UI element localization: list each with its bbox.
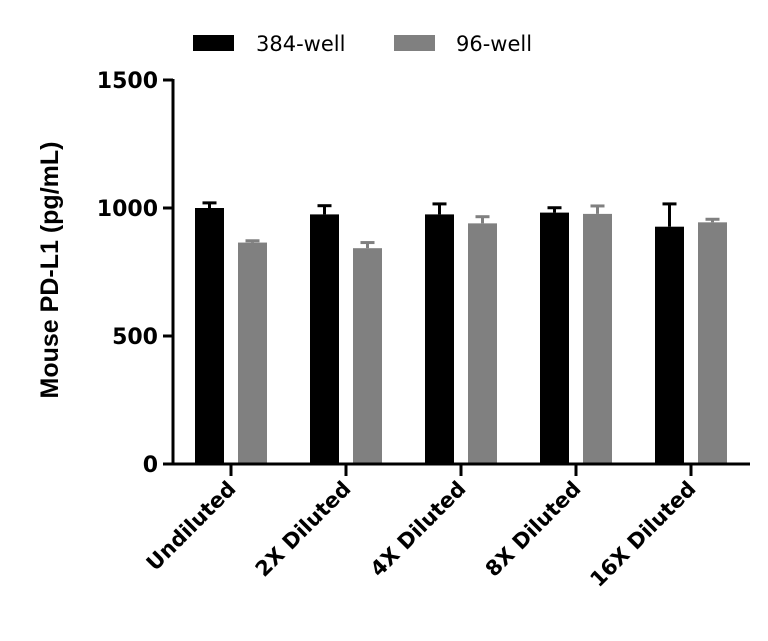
bar-384-well <box>655 226 684 464</box>
y-tick-label: 1000 <box>97 197 158 222</box>
y-tick-label: 0 <box>143 453 158 478</box>
legend-label: 384-well <box>256 32 345 56</box>
x-tick-label: 4X Diluted <box>366 477 471 582</box>
x-tick-label: Undiluted <box>142 477 241 576</box>
bar-384-well <box>540 212 569 464</box>
bar-96-well <box>468 223 497 464</box>
y-axis: 0 500 1000 1500 <box>97 69 175 478</box>
x-tick-label: 8X Diluted <box>481 477 586 582</box>
bar-384-well <box>310 214 339 464</box>
legend-swatch <box>193 35 234 51</box>
legend-label: 96-well <box>456 32 532 56</box>
legend: 384-well 96-well <box>193 32 532 56</box>
bar-96-well <box>238 242 267 464</box>
x-tick-label: 16X Diluted <box>585 477 700 592</box>
y-tick-label: 500 <box>112 325 158 350</box>
x-tick-label: 2X Diluted <box>251 477 356 582</box>
bar-96-well <box>583 213 612 464</box>
legend-swatch <box>394 35 435 51</box>
bar-96-well <box>353 248 382 464</box>
y-tick-label: 1500 <box>97 69 158 94</box>
bars <box>195 201 727 464</box>
bar-96-well <box>698 222 727 464</box>
bar-384-well <box>195 208 224 464</box>
y-axis-label: Mouse PD-L1 (pg/mL) <box>36 142 64 399</box>
bar-384-well <box>425 214 454 464</box>
x-axis: Undiluted 2X Diluted 4X Diluted 8X Diluted 1… <box>142 462 750 592</box>
